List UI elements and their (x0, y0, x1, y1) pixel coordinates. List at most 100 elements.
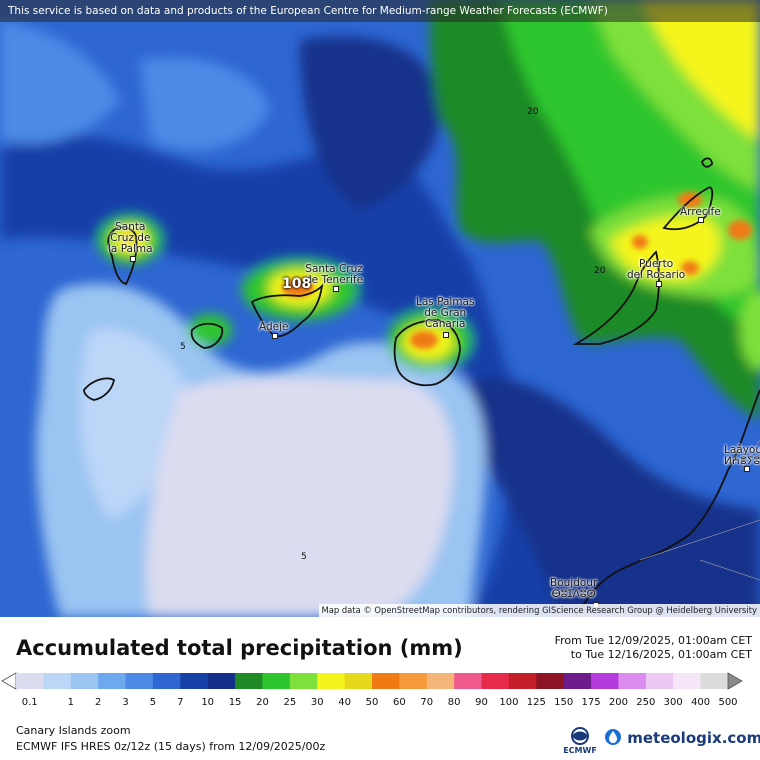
city-marker-puerto-rosario (656, 281, 662, 287)
precipitation-map[interactable]: This service is based on data and produc… (0, 0, 760, 617)
legend-tick-label: 3 (122, 697, 129, 708)
contour-label: 20 (594, 266, 606, 276)
map-attribution: Map data © OpenStreetMap contributors, r… (318, 604, 760, 617)
legend-tick-label: 7 (177, 697, 184, 708)
legend-swatch (372, 673, 400, 689)
legend-swatch (98, 673, 127, 689)
city-label-santa-cruz-palma: Santa Cruz de la Palma (108, 222, 153, 255)
legend-tick-label: 25 (283, 697, 297, 708)
time-range-to: to Tue 12/16/2025, 01:00am CET (570, 648, 752, 661)
legend-tick-label: 40 (338, 697, 351, 708)
ecmwf-logo-icon (571, 727, 589, 745)
ecmwf-disclaimer-banner: This service is based on data and produc… (0, 0, 760, 22)
map-canvas (0, 0, 760, 617)
legend-tick-label: 50 (365, 697, 379, 708)
legend-tick-label: 300 (663, 697, 683, 708)
coastlines (83, 157, 760, 617)
ecmwf-logo-text: ECMWF (563, 746, 597, 755)
legend-tick-label: 80 (447, 697, 461, 708)
legend-tick-label: 15 (228, 697, 242, 708)
city-label-line: de Tenerife (305, 274, 364, 286)
legend-swatch (454, 673, 483, 689)
legend-tick-label: 400 (691, 697, 711, 708)
precip-field (0, 0, 760, 617)
legend-swatch (43, 673, 72, 689)
legend-swatch (235, 673, 263, 689)
color-legend (1, 672, 743, 690)
ecmwf-logo[interactable]: ECMWF (558, 726, 602, 758)
city-label-line: Puerto (639, 258, 674, 270)
city-label-boujdour: Boujdour ⴱⵓⵊⴷⵓⵔ (550, 578, 597, 600)
legend-tick-label: 10 (201, 697, 215, 708)
legend-swatch (317, 673, 346, 689)
legend-swatch (152, 673, 181, 689)
city-label-line: Las Palmas (416, 296, 475, 308)
city-label-line: Cruz de (110, 232, 151, 244)
legend-tick-label: 200 (608, 697, 628, 708)
city-label-line: Boujdour (550, 577, 598, 589)
legend-swatch (563, 673, 592, 689)
legend-tick-label: 5 (149, 697, 157, 708)
legend-tick-label: 175 (581, 697, 601, 708)
legend-tick-label: 500 (718, 697, 738, 708)
meteologix-logo[interactable]: meteologix.com (604, 728, 760, 747)
city-label-line: del Rosario (627, 269, 686, 281)
contour-label: 5 (180, 342, 186, 352)
meteologix-logo-text: meteologix.com (627, 729, 760, 747)
city-marker-arrecife (698, 217, 704, 223)
city-label-line: ⵍⵄⴻⵢⵓⵏ (724, 455, 760, 467)
legend-swatch (207, 673, 236, 689)
legend-swatch (180, 673, 209, 689)
city-label-santa-cruz-tenerife: Santa Cruz de Tenerife (305, 264, 363, 286)
legend-tick-label: 20 (256, 697, 269, 708)
city-marker-santa-cruz-palma (130, 256, 136, 262)
time-range-from: From Tue 12/09/2025, 01:00am CET (554, 634, 752, 647)
city-label-arrecife: Arrecife (680, 206, 721, 218)
legend-tick-label: 1 (67, 697, 74, 708)
legend-tick-label: 100 (499, 697, 519, 708)
legend-swatch (426, 673, 455, 689)
city-label-line: ⴱⵓⵊⴷⵓⵔ (551, 588, 596, 600)
city-label-line: Canaria (424, 318, 466, 330)
legend-tick-label: 70 (420, 697, 434, 708)
legend-arrow-right (727, 672, 743, 690)
legend-swatch (16, 673, 44, 689)
legend-swatch (700, 673, 729, 689)
legend-swatch (125, 673, 154, 689)
city-label-line: Santa (115, 221, 146, 233)
city-marker-las-palmas (443, 332, 449, 338)
contour-label: 5 (301, 552, 307, 562)
legend-swatch (289, 673, 318, 689)
city-marker-laayoune (744, 466, 750, 472)
legend-swatch (399, 673, 428, 689)
contour-label: 20 (527, 107, 539, 117)
max-value-label: 108 (282, 276, 312, 292)
city-label-line: Santa Cruz (305, 263, 363, 275)
legend-arrow-left (1, 672, 17, 690)
city-label-line: de Gran (424, 307, 467, 319)
city-label-line: la Palma (108, 243, 153, 255)
legend-swatch (70, 673, 99, 689)
legend-tick-label: 30 (310, 697, 324, 708)
legend-swatch (536, 673, 565, 689)
legend-tick-label: 60 (393, 697, 406, 708)
chart-title: Accumulated total precipitation (mm) (16, 636, 463, 660)
city-label-las-palmas: Las Palmas de Gran Canaria (416, 297, 474, 330)
time-range: From Tue 12/09/2025, 01:00am CET to Tue … (555, 634, 752, 662)
legend-swatch (508, 673, 537, 689)
meteologix-drop-icon (605, 729, 621, 745)
legend-swatch (344, 673, 373, 689)
legend-tick-label: 2 (94, 697, 102, 708)
legend-tick-label: 125 (526, 697, 546, 708)
legend-tick-label: 0.1 (21, 697, 38, 708)
legend-swatch (645, 673, 674, 689)
city-label-line: Laâyou (724, 444, 760, 456)
city-label-laayoune: Laâyou ⵍⵄⴻⵢⵓⵏ (724, 445, 760, 467)
city-label-puerto-rosario: Puerto del Rosario (627, 259, 685, 281)
legend-tick-label: 250 (636, 697, 656, 708)
legend-tick-label: 150 (554, 697, 574, 708)
borders (639, 439, 760, 581)
city-marker-adeje (272, 333, 278, 339)
city-label-adeje: Adeje (259, 321, 289, 333)
model-run-label: ECMWF IFS HRES 0z/12z (15 days) from 12/… (16, 740, 326, 753)
